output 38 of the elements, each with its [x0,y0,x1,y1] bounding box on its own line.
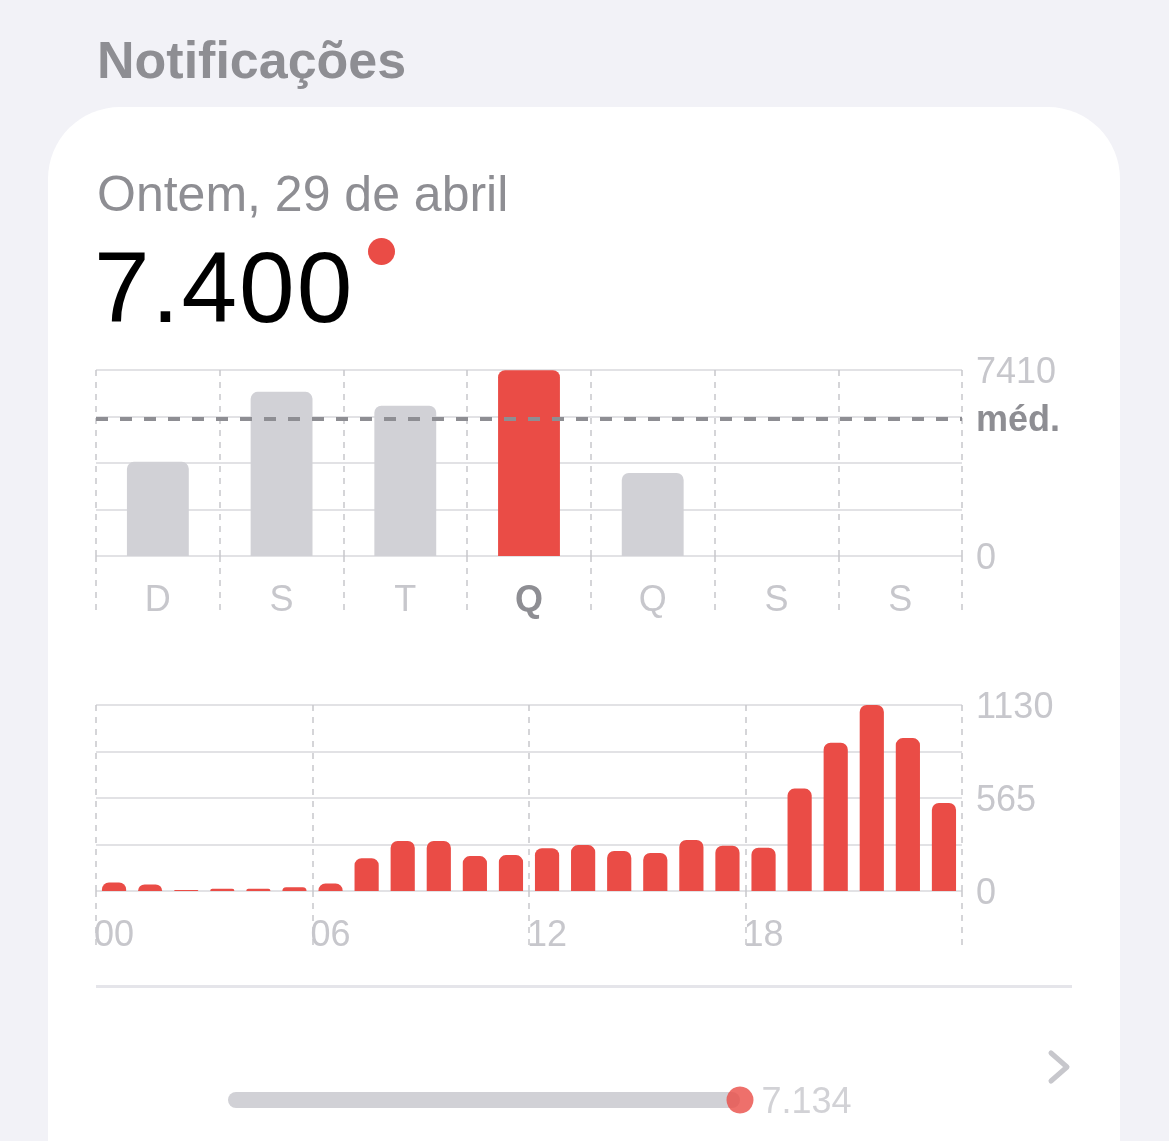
y-tick-label: 0 [976,870,997,912]
x-tick-label: 18 [743,912,784,954]
y-tick-label: 7410 [976,349,1057,391]
text: 7.400 [94,231,355,343]
x-tick-label: 00 [94,912,135,954]
y-tick-label: 0 [976,535,997,577]
x-tick-label: S [764,577,789,619]
ref-line-label: méd. [976,398,1061,440]
bar [571,845,596,891]
chart-subtitle: Ontem, 29 de abril [97,166,509,222]
bar [390,840,415,891]
x-tick-label: Q [638,577,667,619]
bar [679,839,704,891]
bar [751,847,776,891]
bar [498,370,560,556]
x-tick-label: 06 [310,912,351,954]
x-tick-label: T [394,577,417,619]
bar [715,845,740,891]
bar [643,852,668,891]
bar [823,742,848,891]
bar [462,856,487,891]
bar [607,851,632,891]
bar [895,738,920,891]
x-tick-label: S [888,577,913,619]
bar [426,840,451,891]
x-tick-label: D [144,577,171,619]
bar [354,858,379,891]
x-tick-label: Q [514,577,544,619]
y-tick-label: 1130 [976,684,1054,726]
bar [534,848,560,891]
y-tick-label: 565 [976,777,1037,819]
bar [787,788,812,891]
x-tick-label: S [269,577,294,619]
bar [498,855,524,891]
bar [931,802,957,891]
x-tick-label: 12 [527,912,568,954]
bar [859,705,884,891]
chart-title: Notificações [97,31,407,89]
